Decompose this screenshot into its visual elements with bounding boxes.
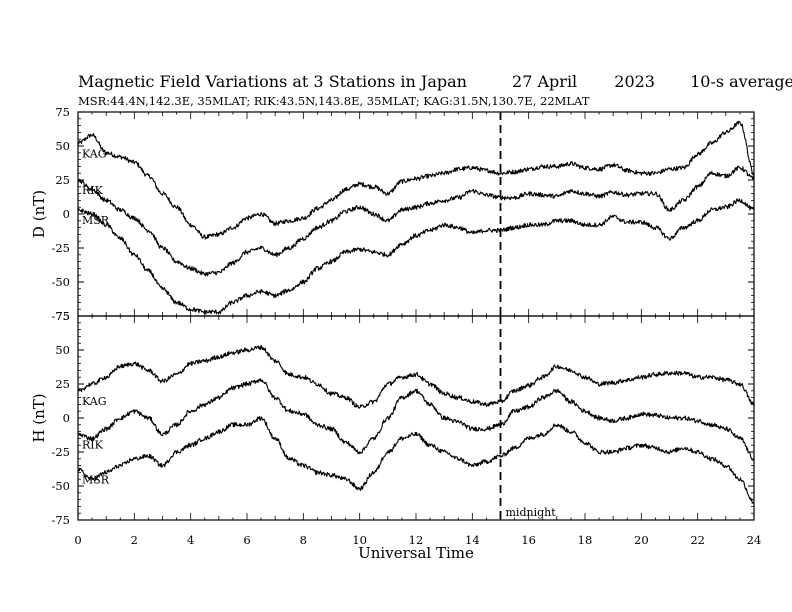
y-tick-label: -25 bbox=[51, 445, 70, 459]
x-tick-label: 14 bbox=[465, 533, 480, 547]
x-tick-label: 6 bbox=[243, 533, 250, 547]
x-axis-title: Universal Time bbox=[358, 544, 474, 562]
chart-year: 2023 bbox=[614, 72, 655, 91]
x-tick-label: 20 bbox=[634, 533, 649, 547]
y-tick-label: 25 bbox=[55, 377, 70, 391]
trace-h-rik bbox=[77, 378, 755, 461]
chart-averaging: 10-s averages bbox=[690, 72, 792, 91]
y-tick-label: 75 bbox=[55, 105, 70, 119]
chart-date: 27 April bbox=[512, 72, 578, 91]
y-tick-label: -50 bbox=[51, 275, 70, 289]
x-tick-label: 12 bbox=[409, 533, 424, 547]
trace-d-kag bbox=[77, 120, 755, 240]
x-tick-label: 10 bbox=[352, 533, 367, 547]
x-tick-label: 24 bbox=[747, 533, 762, 547]
midnight-label: midnight bbox=[506, 506, 557, 519]
y-tick-label: 0 bbox=[63, 411, 70, 425]
y-tick-label: -25 bbox=[51, 241, 70, 255]
x-tick-label: 22 bbox=[690, 533, 705, 547]
chart-title: Magnetic Field Variations at 3 Stations … bbox=[78, 72, 467, 91]
x-tick-label: 18 bbox=[578, 533, 593, 547]
trace-h-msr bbox=[77, 416, 755, 504]
x-tick-label: 16 bbox=[521, 533, 536, 547]
series-label-msr: MSR bbox=[82, 474, 110, 487]
y-tick-label: -75 bbox=[51, 309, 70, 323]
series-label-rik: RIK bbox=[82, 438, 104, 451]
series-label-msr: MSR bbox=[82, 214, 110, 227]
y-tick-label: 75 bbox=[55, 309, 70, 323]
series-label-kag: KAG bbox=[82, 147, 107, 160]
trace-h-kag bbox=[77, 344, 755, 409]
chart-subtitle: MSR:44.4N,142.3E, 35MLAT; RIK:43.5N,143.… bbox=[78, 94, 590, 108]
trace-d-rik bbox=[77, 165, 755, 277]
y-axis-title: D (nT) bbox=[30, 190, 48, 238]
h-panel-frame bbox=[77, 315, 755, 521]
y-tick-label: 50 bbox=[55, 139, 70, 153]
y-tick-label: -75 bbox=[51, 513, 70, 527]
d-panel-frame bbox=[77, 111, 755, 317]
y-tick-label: 25 bbox=[55, 173, 70, 187]
x-tick-label: 8 bbox=[300, 533, 307, 547]
chart-title-line: Magnetic Field Variations at 3 Stations … bbox=[78, 72, 792, 91]
series-label-rik: RIK bbox=[82, 184, 104, 197]
series-label-kag: KAG bbox=[82, 395, 107, 408]
y-axis-title: H (nT) bbox=[30, 393, 48, 442]
trace-d-msr bbox=[77, 198, 755, 315]
x-tick-label: 4 bbox=[187, 533, 194, 547]
y-tick-label: 50 bbox=[55, 343, 70, 357]
y-tick-label: -50 bbox=[51, 479, 70, 493]
x-tick-label: 0 bbox=[74, 533, 81, 547]
x-tick-label: 2 bbox=[131, 533, 138, 547]
y-tick-label: 0 bbox=[63, 207, 70, 221]
